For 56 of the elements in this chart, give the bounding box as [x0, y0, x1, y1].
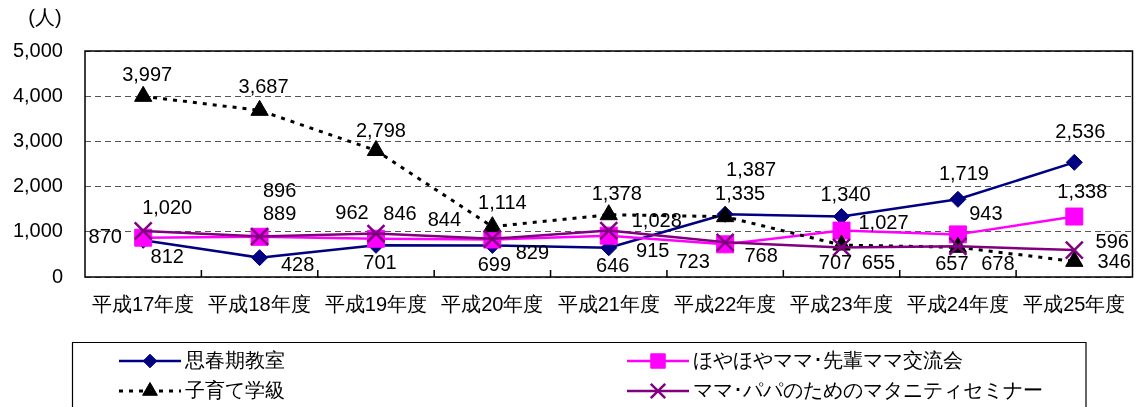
data-label: 3,687	[238, 74, 289, 97]
data-label: 2,798	[355, 119, 406, 142]
legend-label: 子育て学級	[185, 378, 285, 401]
data-label: 678	[981, 251, 1015, 274]
y-axis-title: (人)	[28, 5, 62, 28]
data-label: 2,536	[1055, 119, 1106, 142]
x-tick-label: 平成25年度	[1023, 292, 1126, 315]
data-label: 346	[1097, 249, 1131, 272]
y-tick-label: 3,000	[12, 128, 63, 151]
x-tick-label: 平成19年度	[324, 292, 428, 315]
legend-label: ほやほやママ･先輩ママ交流会	[693, 348, 963, 371]
data-label: 943	[969, 201, 1003, 224]
data-label: 1,028	[631, 209, 682, 232]
data-label: 1,387	[726, 157, 777, 180]
legend-label: 思春期教室	[184, 348, 285, 371]
data-label: 1,027	[858, 211, 909, 234]
data-label: 768	[744, 243, 778, 266]
y-tick-label: 1,000	[12, 219, 63, 242]
x-tick-label: 平成24年度	[906, 292, 1010, 315]
data-label: 1,719	[938, 161, 989, 184]
data-label: 1,378	[591, 182, 642, 205]
x-tick-label: 平成21年度	[557, 292, 660, 315]
y-tick-label: 2,000	[12, 174, 63, 197]
data-label: 1,335	[715, 182, 766, 205]
data-label: 596	[1095, 229, 1129, 252]
data-label: 699	[477, 252, 512, 275]
data-label: 3,997	[122, 62, 173, 85]
x-tick-label: 平成17年度	[92, 292, 195, 315]
y-tick-label: 0	[51, 264, 63, 287]
data-label: 896	[262, 179, 297, 202]
data-label: 889	[262, 202, 297, 225]
x-tick-label: 平成20年度	[441, 292, 544, 315]
data-label: 723	[676, 249, 710, 272]
legend-label: ママ･パパのためのマタニティセミナー	[693, 378, 1043, 401]
data-label: 1,114	[478, 191, 527, 214]
data-label: 829	[515, 241, 550, 264]
data-label: 846	[383, 202, 417, 225]
data-label: 812	[150, 244, 184, 267]
data-label: 655	[861, 250, 896, 273]
data-label: 428	[280, 253, 315, 276]
data-label: 701	[363, 250, 397, 273]
y-tick-label: 5,000	[12, 38, 63, 61]
data-label: 870	[88, 225, 122, 248]
y-tick-label: 4,000	[12, 83, 63, 106]
data-label: 1,340	[820, 182, 871, 205]
data-label: 844	[427, 208, 462, 231]
data-label: 707	[818, 250, 853, 273]
data-label: 915	[636, 239, 670, 262]
data-label: 646	[596, 254, 630, 277]
data-label: 657	[935, 251, 969, 274]
x-tick-label: 平成23年度	[790, 292, 893, 315]
data-label: 1,020	[142, 196, 193, 219]
x-tick-label: 平成18年度	[208, 292, 311, 315]
x-tick-label: 平成22年度	[674, 292, 777, 315]
data-label: 1,338	[1057, 180, 1108, 203]
data-label: 962	[335, 201, 369, 224]
